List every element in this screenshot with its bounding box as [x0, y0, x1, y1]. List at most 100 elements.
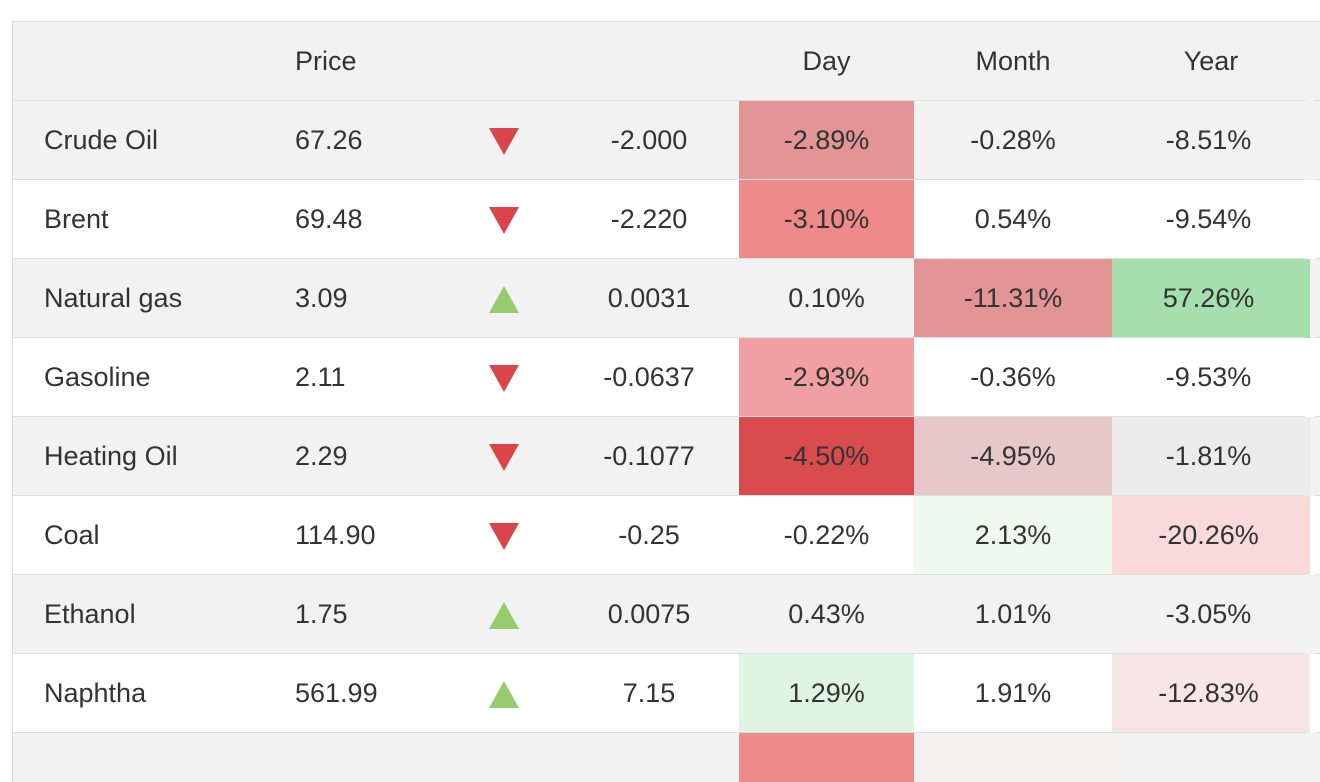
header-name [13, 22, 270, 101]
month-change-cell [914, 733, 1112, 782]
change-cell: 7.15 [559, 654, 739, 733]
day-change-cell: -3.10% [739, 180, 914, 259]
down-arrow-icon [489, 444, 519, 471]
row-spacer [1310, 496, 1320, 575]
row-spacer [1310, 101, 1320, 180]
row-spacer [1310, 259, 1320, 338]
year-change-cell: -9.54% [1112, 180, 1310, 259]
header-year[interactable]: Year [1112, 22, 1310, 101]
price-cell: 561.99 [270, 654, 457, 733]
header-change [559, 22, 739, 101]
commodity-name[interactable]: Ethanol [13, 575, 270, 654]
change-cell [559, 733, 739, 782]
up-arrow-icon [489, 286, 519, 313]
up-arrow-icon [489, 602, 519, 629]
month-change-cell: -11.31% [914, 259, 1112, 338]
price-cell: 2.29 [270, 417, 457, 496]
direction-cell [457, 338, 559, 417]
direction-cell [457, 417, 559, 496]
row-spacer [1310, 575, 1320, 654]
price-cell: 69.48 [270, 180, 457, 259]
year-change-cell: -20.26% [1112, 496, 1310, 575]
commodity-name[interactable] [13, 733, 270, 782]
direction-cell [457, 101, 559, 180]
down-arrow-icon [489, 365, 519, 392]
day-change-cell: -0.22% [739, 496, 914, 575]
change-cell: -2.000 [559, 101, 739, 180]
down-arrow-icon [489, 523, 519, 550]
day-change-cell: 0.43% [739, 575, 914, 654]
table-row[interactable] [13, 733, 1320, 782]
year-change-cell [1112, 733, 1310, 782]
year-change-cell: -9.53% [1112, 338, 1310, 417]
month-change-cell: 0.54% [914, 180, 1112, 259]
change-cell: -0.25 [559, 496, 739, 575]
row-spacer [1310, 654, 1320, 733]
change-cell: 0.0075 [559, 575, 739, 654]
change-cell: -0.0637 [559, 338, 739, 417]
commodity-name[interactable]: Heating Oil [13, 417, 270, 496]
up-arrow-icon [489, 681, 519, 708]
year-change-cell: -1.81% [1112, 417, 1310, 496]
direction-cell [457, 259, 559, 338]
change-cell: -0.1077 [559, 417, 739, 496]
commodity-name[interactable]: Gasoline [13, 338, 270, 417]
day-change-cell: 1.29% [739, 654, 914, 733]
day-change-cell: -2.93% [739, 338, 914, 417]
day-change-cell: -2.89% [739, 101, 914, 180]
price-cell: 3.09 [270, 259, 457, 338]
price-cell: 1.75 [270, 575, 457, 654]
day-change-cell: 0.10% [739, 259, 914, 338]
header-price[interactable]: Price [270, 22, 457, 101]
header-month[interactable]: Month [914, 22, 1112, 101]
row-spacer [1310, 338, 1320, 417]
row-spacer [1310, 417, 1320, 496]
price-cell: 2.11 [270, 338, 457, 417]
year-change-cell: 57.26% [1112, 259, 1310, 338]
commodity-name[interactable]: Crude Oil [13, 101, 270, 180]
month-change-cell: 1.01% [914, 575, 1112, 654]
month-change-cell: -0.36% [914, 338, 1112, 417]
year-change-cell: -12.83% [1112, 654, 1310, 733]
commodity-name[interactable]: Naphtha [13, 654, 270, 733]
down-arrow-icon [489, 128, 519, 155]
year-change-cell: -8.51% [1112, 101, 1310, 180]
day-change-cell [739, 733, 914, 782]
price-cell [270, 733, 457, 782]
header-spacer [1310, 22, 1320, 101]
direction-cell [457, 180, 559, 259]
direction-cell [457, 733, 559, 782]
table-header: Price Day Month Year [13, 22, 1320, 101]
row-spacer [1310, 180, 1320, 259]
direction-cell [457, 575, 559, 654]
direction-cell [457, 654, 559, 733]
month-change-cell: -0.28% [914, 101, 1112, 180]
header-row: Price Day Month Year [13, 22, 1320, 101]
commodity-name[interactable]: Natural gas [13, 259, 270, 338]
row-spacer [1310, 733, 1320, 782]
change-cell: -2.220 [559, 180, 739, 259]
month-change-cell: -4.95% [914, 417, 1112, 496]
change-cell: 0.0031 [559, 259, 739, 338]
day-change-cell: -4.50% [739, 417, 914, 496]
price-cell: 67.26 [270, 101, 457, 180]
commodity-name[interactable]: Brent [13, 180, 270, 259]
price-cell: 114.90 [270, 496, 457, 575]
header-day[interactable]: Day [739, 22, 914, 101]
month-change-cell: 1.91% [914, 654, 1112, 733]
header-arrow [457, 22, 559, 101]
direction-cell [457, 496, 559, 575]
year-change-cell: -3.05% [1112, 575, 1310, 654]
commodity-name[interactable]: Coal [13, 496, 270, 575]
